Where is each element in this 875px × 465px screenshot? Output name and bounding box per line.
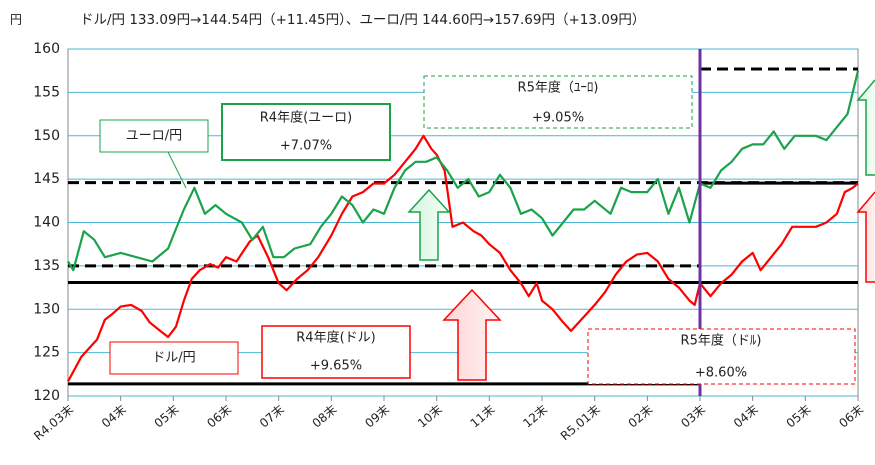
up-arrow: [856, 191, 875, 283]
x-tick-label: R4.03末: [31, 402, 76, 443]
x-tick-label: 11末: [468, 402, 498, 430]
annotation-text: +9.05%: [532, 111, 584, 126]
annotation-box: [587, 328, 856, 385]
y-tick-label: 125: [33, 345, 60, 361]
y-tick-label: 120: [33, 388, 60, 404]
x-tick-label: 03末: [678, 402, 708, 430]
annotation-box: [423, 75, 693, 129]
y-tick-label: 145: [33, 171, 60, 187]
label-box: [109, 341, 239, 375]
annotation-box: [221, 103, 391, 161]
series-line: [67, 134, 859, 382]
x-tick-label: 08末: [310, 402, 340, 430]
x-tick-label: 02末: [626, 402, 656, 430]
y-axis-label: 円: [10, 13, 22, 27]
label-box: [99, 119, 209, 153]
x-tick-label: 12末: [520, 402, 550, 430]
x-tick-label: 06末: [204, 402, 234, 430]
up-arrow: [442, 288, 502, 381]
annotation-text: +8.60%: [695, 366, 747, 381]
x-tick-label: 07末: [257, 402, 287, 430]
annotations: ユーロ/円 R4年度(ユーロ) +7.07% R5年度（ﾕｰﾛ) +9.05% …: [99, 75, 875, 385]
x-tick-label: 04末: [731, 402, 761, 430]
up-arrow: [856, 79, 875, 176]
y-tick-label: 155: [33, 84, 60, 100]
annotation-text: +7.07%: [280, 139, 332, 154]
annotation-box: [261, 325, 411, 379]
chart-title: ドル/円 133.09円→144.54円（+11.45円）、ユーロ/円 144.…: [80, 12, 645, 28]
annotation-text: R5年度（ﾕｰﾛ): [518, 80, 599, 96]
series-line: [67, 70, 860, 272]
x-tick-label: 05末: [152, 402, 182, 430]
y-tick-label: 140: [33, 215, 60, 231]
annotation-text: R4年度(ユーロ): [260, 110, 352, 126]
y-tick-label: 150: [33, 128, 60, 144]
x-tick-label: 04末: [99, 402, 129, 430]
up-arrow: [407, 188, 451, 261]
annotation-text: +9.65%: [310, 359, 362, 374]
y-tick-label: 135: [33, 258, 60, 274]
annotation-text: R5年度（ドﾙ): [681, 333, 762, 349]
annotation-text: R4年度(ドル): [296, 330, 375, 346]
y-tick-label: 160: [33, 41, 60, 57]
leader-line: [167, 151, 187, 189]
x-tick-label: 06末: [836, 402, 866, 430]
y-tick-label: 130: [33, 301, 60, 317]
x-tick-label: 05末: [784, 402, 814, 430]
x-tick-label: R5.01末: [558, 402, 603, 443]
x-tick-label: 10末: [415, 402, 445, 430]
x-tick-label: 09末: [362, 402, 392, 430]
series-label: ドル/円: [152, 351, 195, 366]
series-label: ユーロ/円: [126, 129, 182, 144]
